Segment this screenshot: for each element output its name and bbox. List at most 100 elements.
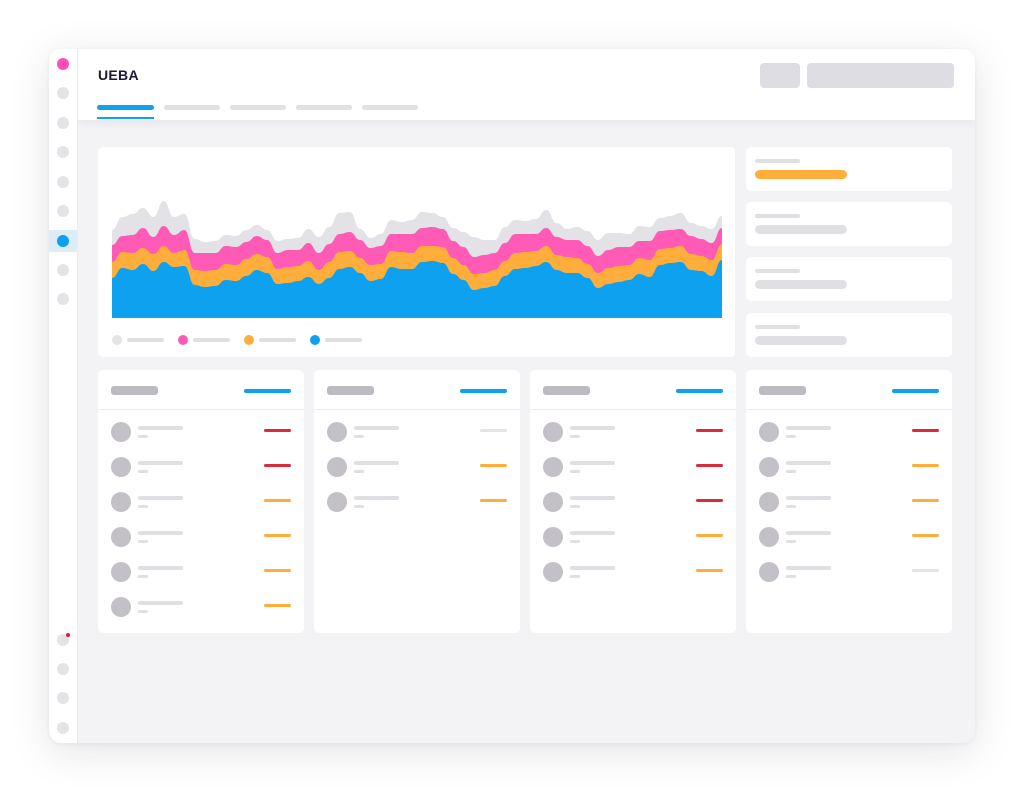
stat-card-4[interactable]: [746, 313, 952, 357]
item-subtext: [138, 435, 148, 438]
list-item[interactable]: [98, 562, 304, 586]
card-divider: [530, 409, 736, 410]
legend-label-1: [127, 338, 164, 342]
list-item[interactable]: [314, 422, 520, 446]
severity-indicator: [912, 534, 939, 537]
view-all-link[interactable]: [676, 389, 723, 393]
tab-3[interactable]: [230, 105, 286, 110]
item-name: [354, 496, 399, 500]
item-subtext: [138, 610, 148, 613]
item-subtext: [354, 505, 364, 508]
list-item[interactable]: [314, 457, 520, 481]
view-all-link[interactable]: [244, 389, 291, 393]
item-name: [786, 531, 831, 535]
stat-label: [755, 214, 800, 218]
avatar: [543, 457, 563, 477]
nav-icon-10[interactable]: [57, 634, 69, 646]
legend-label-3: [259, 338, 296, 342]
list-item[interactable]: [530, 527, 736, 551]
nav-icon-4[interactable]: [57, 146, 69, 158]
list-item[interactable]: [98, 527, 304, 551]
page-title: UEBA: [98, 67, 139, 83]
card-title: [543, 386, 590, 395]
severity-indicator: [264, 464, 291, 467]
nav-icon-3[interactable]: [57, 117, 69, 129]
nav-icon-8[interactable]: [57, 264, 69, 276]
avatar: [759, 562, 779, 582]
list-item[interactable]: [314, 492, 520, 516]
item-subtext: [138, 470, 148, 473]
legend-label-4: [325, 338, 362, 342]
item-subtext: [786, 505, 796, 508]
list-item[interactable]: [530, 492, 736, 516]
avatar: [759, 492, 779, 512]
view-all-link[interactable]: [892, 389, 939, 393]
list-item[interactable]: [98, 457, 304, 481]
item-name: [570, 566, 615, 570]
avatar: [543, 492, 563, 512]
item-subtext: [570, 505, 580, 508]
list-item[interactable]: [746, 527, 952, 551]
item-name: [570, 426, 615, 430]
tab-5[interactable]: [362, 105, 418, 110]
nav-icon-13[interactable]: [57, 722, 69, 734]
stat-card-1[interactable]: [746, 147, 952, 191]
severity-indicator: [696, 499, 723, 502]
card-title: [759, 386, 806, 395]
tab-2[interactable]: [164, 105, 220, 110]
list-item[interactable]: [530, 457, 736, 481]
nav-icon-7[interactable]: [57, 235, 69, 247]
view-all-link[interactable]: [460, 389, 507, 393]
card-title: [111, 386, 158, 395]
legend-dot-1: [112, 335, 122, 345]
nav-icon-1[interactable]: [57, 58, 69, 70]
list-card-3: [530, 370, 736, 633]
list-item[interactable]: [746, 422, 952, 446]
card-title: [327, 386, 374, 395]
list-item[interactable]: [98, 422, 304, 446]
item-subtext: [138, 575, 148, 578]
severity-indicator: [696, 534, 723, 537]
stat-bar-highlight: [755, 170, 847, 179]
list-item[interactable]: [530, 562, 736, 586]
severity-indicator: [480, 464, 507, 467]
area-series-1: [112, 260, 722, 318]
avatar: [543, 562, 563, 582]
item-name: [138, 566, 183, 570]
header-button-wide[interactable]: [807, 63, 954, 88]
stat-card-2[interactable]: [746, 202, 952, 246]
legend-dot-3: [244, 335, 254, 345]
stat-card-3[interactable]: [746, 257, 952, 301]
stat-bar: [755, 225, 847, 234]
item-subtext: [354, 470, 364, 473]
nav-icon-2[interactable]: [57, 87, 69, 99]
header-button-small[interactable]: [760, 63, 800, 88]
tab-1[interactable]: [97, 105, 154, 110]
nav-icon-9[interactable]: [57, 293, 69, 305]
nav-icon-5[interactable]: [57, 176, 69, 188]
legend-dot-4: [310, 335, 320, 345]
list-item[interactable]: [746, 492, 952, 516]
nav-icon-12[interactable]: [57, 692, 69, 704]
item-subtext: [786, 435, 796, 438]
list-item[interactable]: [98, 597, 304, 621]
list-item[interactable]: [98, 492, 304, 516]
avatar: [759, 422, 779, 442]
avatar: [111, 527, 131, 547]
list-item[interactable]: [746, 457, 952, 481]
severity-indicator: [696, 569, 723, 572]
list-item[interactable]: [746, 562, 952, 586]
avatar: [327, 492, 347, 512]
list-item[interactable]: [530, 422, 736, 446]
severity-indicator: [264, 534, 291, 537]
severity-indicator: [264, 499, 291, 502]
severity-indicator: [480, 499, 507, 502]
nav-icon-11[interactable]: [57, 663, 69, 675]
avatar: [111, 422, 131, 442]
item-name: [354, 461, 399, 465]
avatar: [327, 457, 347, 477]
tab-4[interactable]: [296, 105, 352, 110]
stat-bar: [755, 280, 847, 289]
nav-icon-6[interactable]: [57, 205, 69, 217]
severity-indicator: [696, 464, 723, 467]
